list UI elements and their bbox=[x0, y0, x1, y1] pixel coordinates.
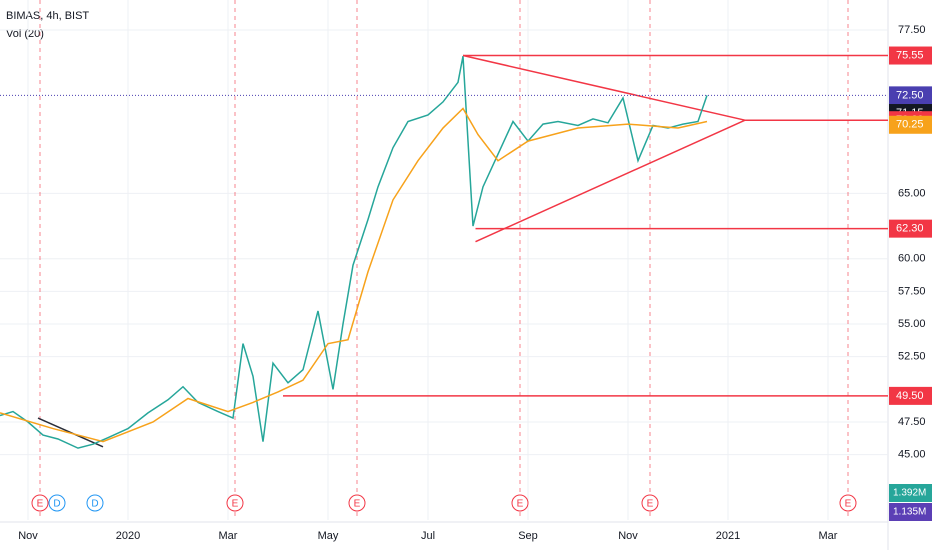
trendline bbox=[475, 119, 746, 243]
x-tick-label: Mar bbox=[219, 530, 238, 542]
x-tick-label: May bbox=[318, 530, 339, 542]
chart-title: BIMAS, 4h, BIST bbox=[6, 10, 89, 22]
event-label: E bbox=[647, 499, 654, 510]
y-tick-label: 57.50 bbox=[898, 285, 926, 297]
volume-label: 1.135M bbox=[893, 507, 926, 518]
x-tick-label: Nov bbox=[18, 530, 38, 542]
x-tick-label: 2020 bbox=[116, 530, 140, 542]
y-tick-label: 65.00 bbox=[898, 187, 926, 199]
x-tick-label: Mar bbox=[819, 530, 838, 542]
x-tick-label: Jul bbox=[421, 530, 435, 542]
event-label: D bbox=[53, 499, 60, 510]
event-marker bbox=[348, 494, 366, 512]
event-marker bbox=[226, 494, 244, 512]
price-label: 75.55 bbox=[896, 49, 924, 61]
volume-title: Vol (20) bbox=[6, 28, 44, 40]
event-marker bbox=[641, 494, 659, 512]
y-tick-label: 55.00 bbox=[898, 318, 926, 330]
event-label: D bbox=[91, 499, 98, 510]
x-tick-label: Nov bbox=[618, 530, 638, 542]
volume-label-box bbox=[889, 484, 932, 502]
price-label-box bbox=[889, 219, 932, 238]
event-marker bbox=[48, 494, 66, 512]
y-tick-label: 47.50 bbox=[898, 416, 926, 428]
event-label: E bbox=[845, 499, 852, 510]
event-label: E bbox=[354, 499, 361, 510]
price-label-box bbox=[889, 386, 932, 405]
price-label: 49.50 bbox=[896, 390, 924, 402]
price-label: 72.50 bbox=[896, 89, 924, 101]
trendline bbox=[462, 54, 746, 121]
price-label-box bbox=[889, 86, 932, 105]
price-label: 62.30 bbox=[896, 223, 924, 235]
event-label: E bbox=[232, 499, 239, 510]
x-tick-label: Sep bbox=[518, 530, 538, 542]
event-marker bbox=[839, 494, 857, 512]
volume-label: 1.392M bbox=[893, 488, 926, 499]
price-label-box bbox=[889, 46, 932, 65]
y-tick-label: 77.50 bbox=[898, 24, 926, 36]
event-marker bbox=[86, 494, 104, 512]
price-label-box bbox=[889, 115, 932, 134]
event-label: E bbox=[37, 499, 44, 510]
event-marker bbox=[31, 494, 49, 512]
y-tick-label: 45.00 bbox=[898, 449, 926, 461]
price-line bbox=[0, 107, 708, 443]
volume-label-box bbox=[889, 503, 932, 521]
price-line bbox=[0, 56, 708, 449]
x-tick-label: 2021 bbox=[716, 530, 740, 542]
y-tick-label: 52.50 bbox=[898, 351, 926, 363]
y-tick-label: 60.00 bbox=[898, 253, 926, 265]
event-label: E bbox=[517, 499, 524, 510]
event-marker bbox=[511, 494, 529, 512]
price-label: 70.25 bbox=[896, 119, 924, 131]
